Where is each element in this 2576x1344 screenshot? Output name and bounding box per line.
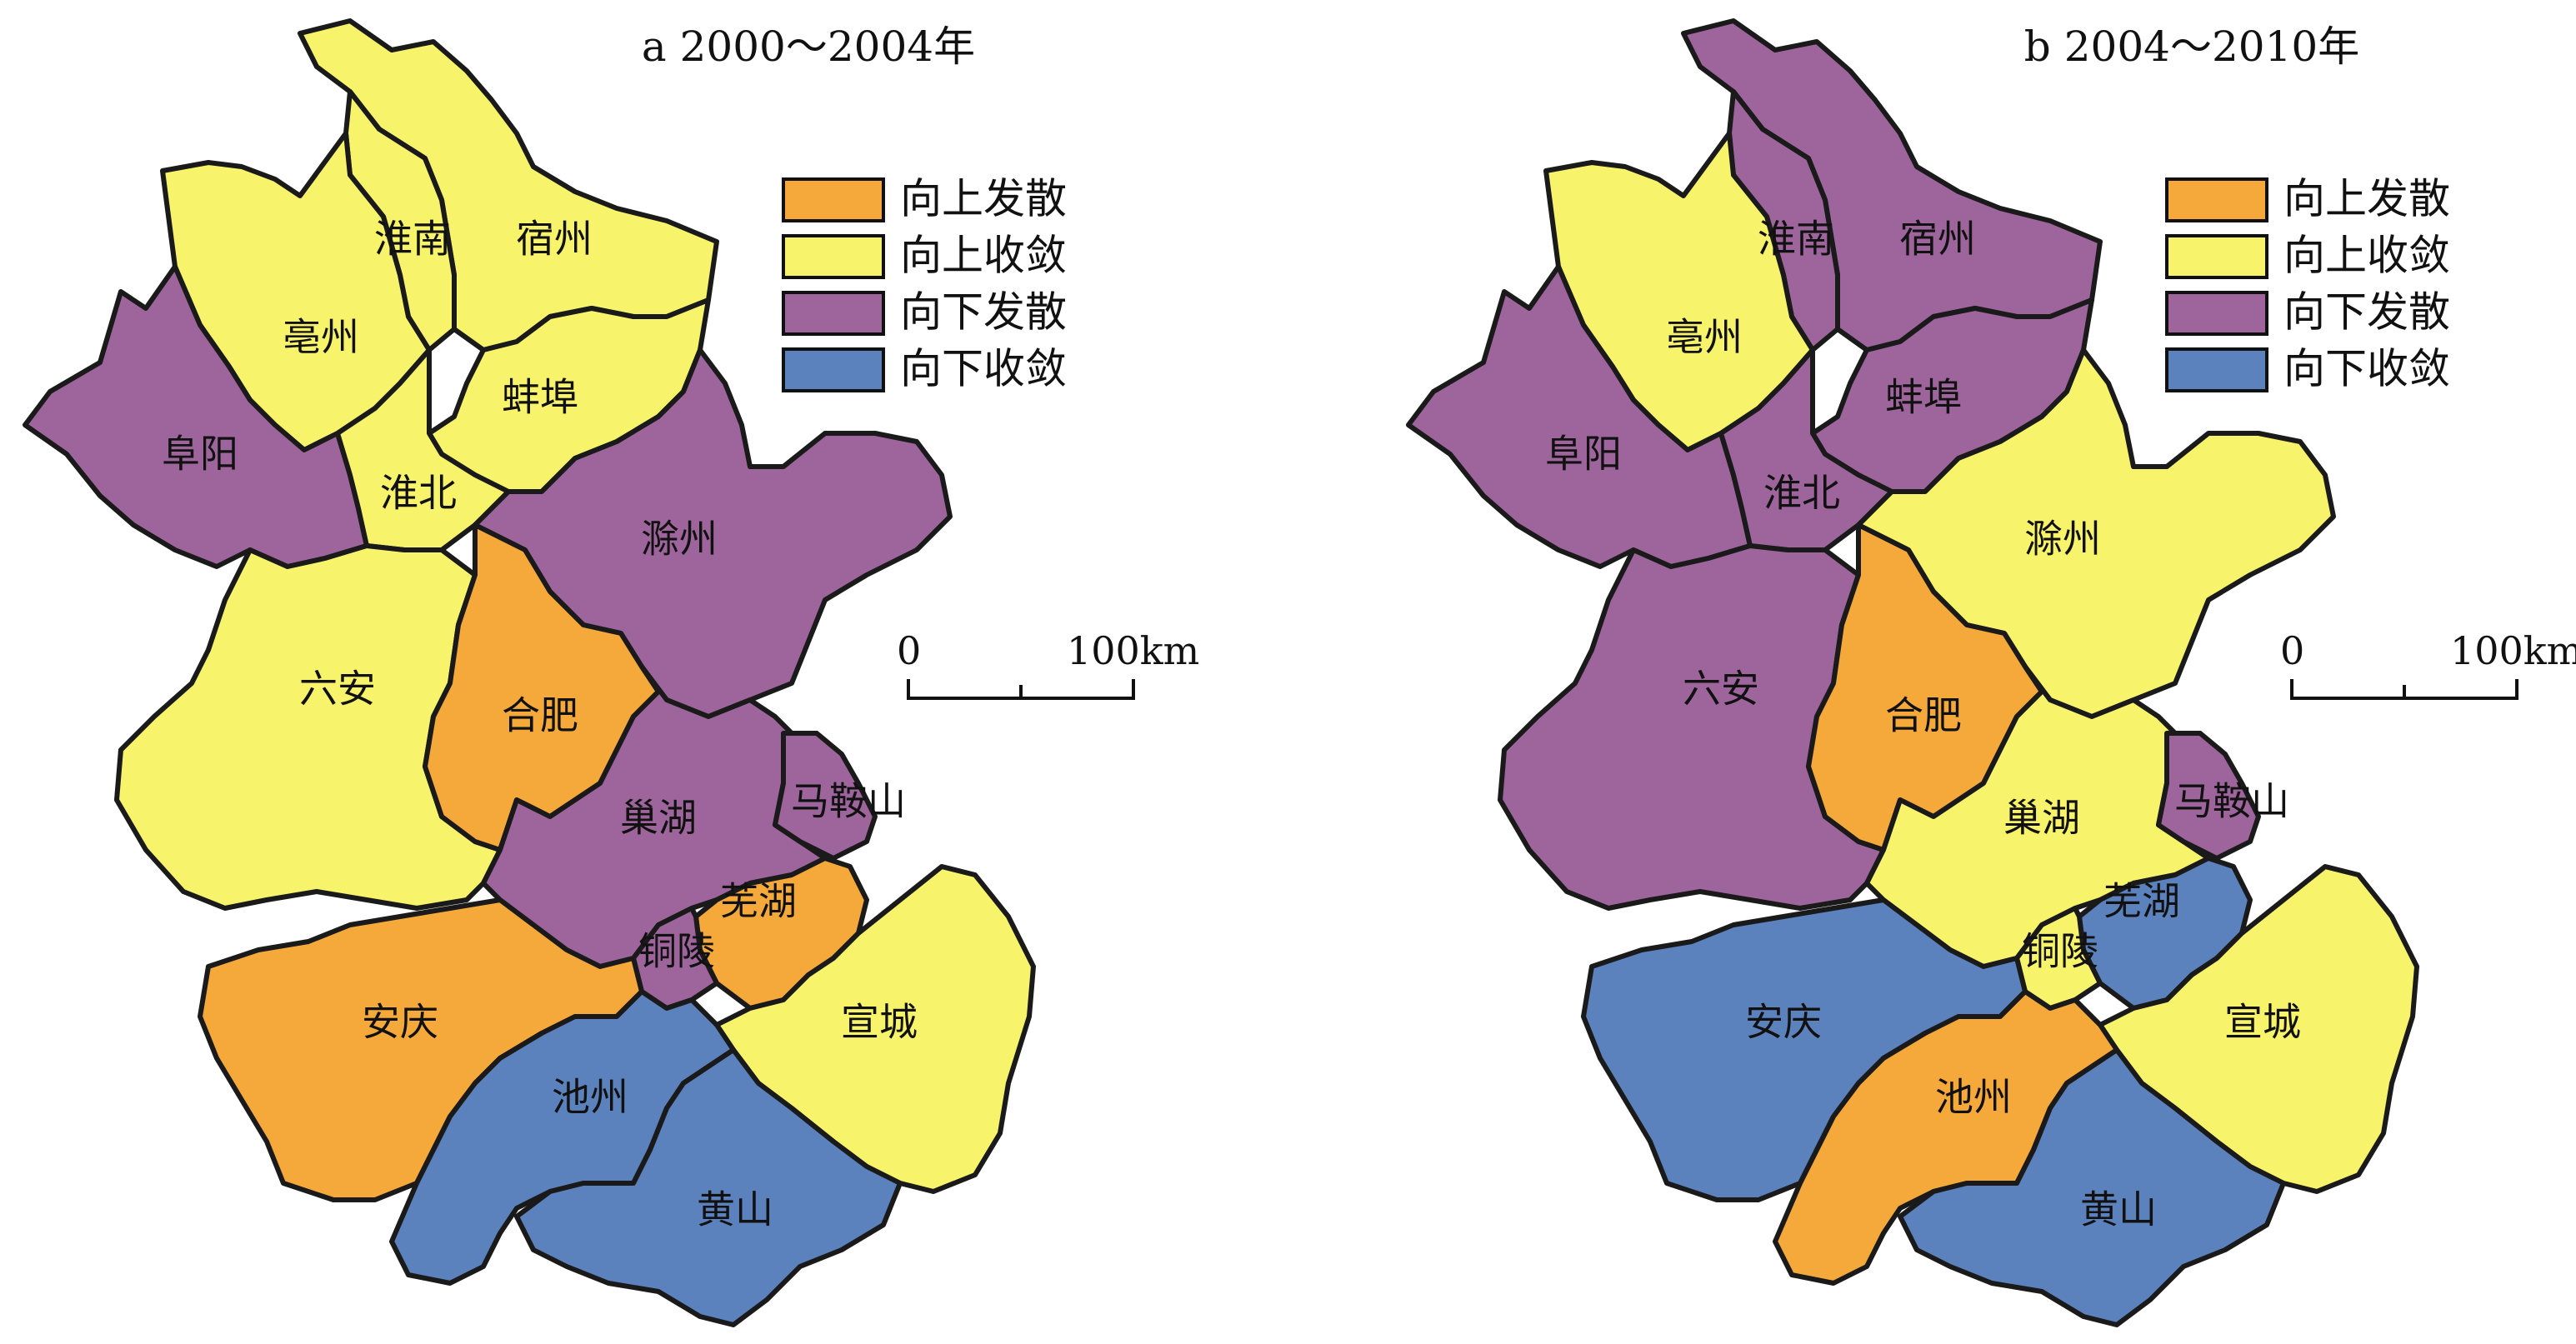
legend-label-down_converge: 向下收敛 [2283, 345, 2450, 393]
legend-label-up_diverge: 向上发散 [900, 175, 1067, 223]
region-label-bengbu: 蚌埠 [1885, 375, 1962, 420]
region-label-chaohu: 巢湖 [620, 796, 697, 841]
region-label-wuhu: 芜湖 [720, 879, 797, 924]
region-label-suzhou: 宿州 [516, 217, 593, 262]
legend-swatch-up_converge [782, 234, 885, 279]
region-maanshan [2156, 731, 2261, 861]
legend-label-down_diverge: 向下发散 [2283, 288, 2450, 337]
region-label-xuancheng: 宣城 [2224, 1000, 2301, 1045]
region-label-hefei: 合肥 [502, 693, 578, 738]
legend-swatch-up_diverge [2165, 177, 2268, 222]
map-title: b 2004～2010年 [2024, 22, 2359, 71]
region-label-huangshan: 黄山 [697, 1187, 773, 1232]
region-label-maanshan: 马鞍山 [791, 779, 906, 824]
region-label-bozhou: 亳州 [1666, 315, 1743, 360]
legend-swatch-up_diverge [782, 177, 885, 222]
legend-swatch-up_converge [2165, 234, 2268, 279]
region-label-bengbu: 蚌埠 [502, 375, 578, 420]
legend-label-down_diverge: 向下发散 [900, 288, 1067, 337]
map-title: a 2000～2004年 [642, 22, 975, 71]
region-label-anqing: 安庆 [362, 1000, 438, 1045]
region-luan [114, 543, 503, 911]
legend-swatch-down_converge [2165, 347, 2268, 392]
legend-swatch-down_diverge [782, 291, 885, 336]
scale-zero-label: 0 [2280, 628, 2304, 673]
legend-label-up_converge: 向上收敛 [2283, 232, 2450, 280]
region-luan [1498, 543, 1886, 911]
region-label-anqing: 安庆 [1745, 1000, 1822, 1045]
legend-swatch-down_diverge [2165, 291, 2268, 336]
region-label-huangshan: 黄山 [2080, 1187, 2157, 1232]
scale-bar [2290, 679, 2518, 700]
region-label-tongling: 铜陵 [638, 929, 715, 974]
region-label-chizhou: 池州 [552, 1075, 628, 1120]
region-label-chuzhou: 滁州 [641, 517, 718, 562]
region-label-huaibei: 淮北 [380, 471, 457, 516]
region-label-wuhu: 芜湖 [2103, 879, 2180, 924]
region-label-hefei: 合肥 [1885, 693, 1962, 738]
region-label-chuzhou: 滁州 [2024, 517, 2101, 562]
scale-end-label: 100km [2450, 628, 2576, 673]
scale-zero-label: 0 [897, 628, 921, 673]
region-label-fuyang: 阜阳 [1545, 432, 1622, 477]
region-label-huainan: 淮南 [1758, 217, 1834, 262]
legend-label-up_diverge: 向上发散 [2283, 175, 2450, 223]
legend-label-down_converge: 向下收敛 [900, 345, 1067, 393]
region-huangshan [514, 1047, 903, 1327]
scale-bar [907, 679, 1135, 700]
region-label-huaibei: 淮北 [1763, 471, 1840, 516]
region-label-xuancheng: 宣城 [841, 1000, 918, 1045]
region-maanshan [773, 731, 878, 861]
scale-end-label: 100km [1067, 628, 1199, 673]
region-label-huainan: 淮南 [374, 217, 451, 262]
region-label-bozhou: 亳州 [283, 315, 359, 360]
region-label-chaohu: 巢湖 [2003, 796, 2080, 841]
region-label-fuyang: 阜阳 [162, 432, 238, 477]
region-label-suzhou: 宿州 [1899, 217, 1976, 262]
region-label-maanshan: 马鞍山 [2174, 779, 2289, 824]
legend-label-up_converge: 向上收敛 [900, 232, 1067, 280]
region-label-chizhou: 池州 [1935, 1075, 2012, 1120]
region-label-luan: 六安 [1683, 667, 1759, 712]
region-huangshan [1898, 1047, 2286, 1327]
region-label-tongling: 铜陵 [2022, 929, 2098, 974]
region-label-luan: 六安 [299, 667, 376, 712]
legend-swatch-down_converge [782, 347, 885, 392]
